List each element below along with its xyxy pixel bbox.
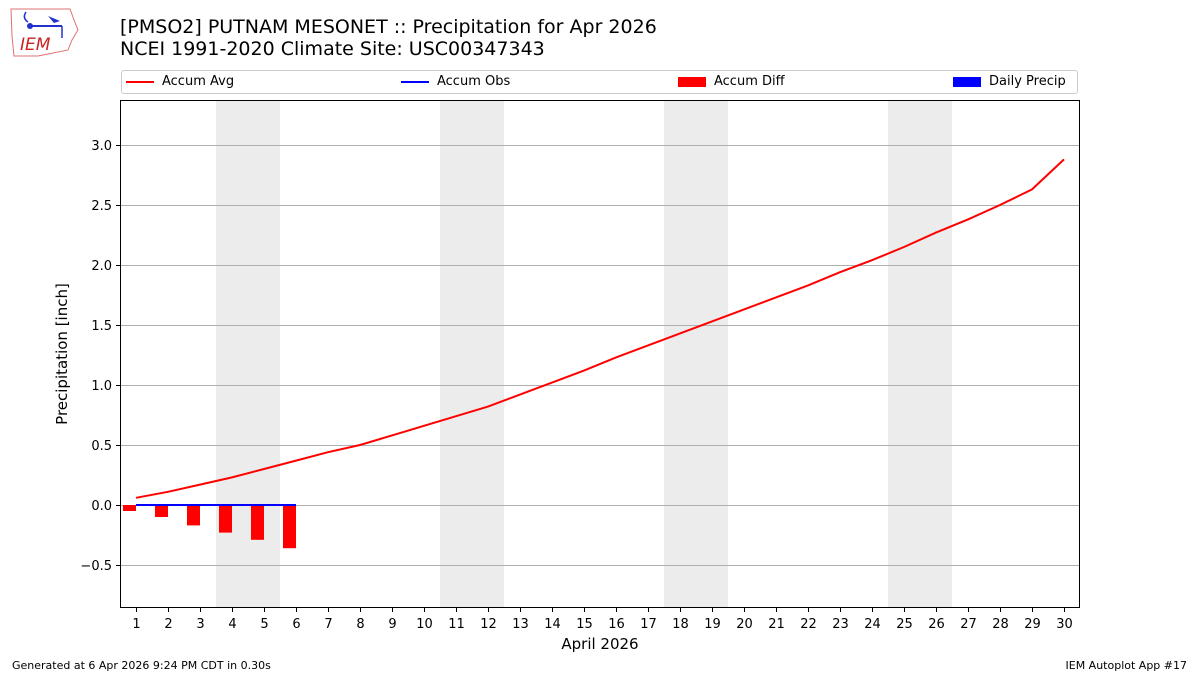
y-tick-label: −0.5 [80, 559, 112, 574]
x-tick-label: 20 [736, 617, 753, 632]
y-tick-label: 1.0 [91, 379, 112, 394]
y-tick-label: 0.5 [91, 439, 112, 454]
accum-diff-bar [155, 505, 168, 517]
x-tick-label: 29 [1024, 617, 1041, 632]
title-line-1: [PMSO2] PUTNAM MESONET :: Precipitation … [120, 16, 657, 38]
weekend-band [440, 100, 504, 608]
x-tick-label: 16 [608, 617, 625, 632]
y-tick-label: 1.5 [91, 319, 112, 334]
legend-item-accum-obs: Accum Obs [401, 74, 510, 89]
y-tick-label: 3.0 [91, 139, 112, 154]
x-tick-label: 21 [768, 617, 785, 632]
plot-frame [120, 100, 1080, 608]
svg-text:IEM: IEM [20, 35, 51, 55]
y-axis-label: Precipitation [inch] [53, 283, 71, 425]
weekend-shading [216, 100, 952, 608]
x-tick-label: 23 [832, 617, 849, 632]
x-tick-label: 8 [356, 617, 364, 632]
x-tick-label: 5 [260, 617, 268, 632]
red-patch-swatch-icon [678, 76, 706, 87]
y-axis-ticks: −0.5 0.0 0.5 1.0 1.5 2.0 2.5 3.0 [80, 139, 120, 574]
x-tick-label: 2 [164, 617, 172, 632]
x-tick-label: 3 [196, 617, 204, 632]
x-axis-label: April 2026 [561, 635, 638, 653]
accum-diff-bar [187, 505, 200, 526]
x-tick-label: 28 [992, 617, 1009, 632]
x-tick-label: 6 [292, 617, 300, 632]
x-tick-label: 24 [864, 617, 881, 632]
x-tick-label: 14 [544, 617, 561, 632]
legend-item-accum-avg: Accum Avg [126, 74, 234, 89]
gridlines [120, 145, 1080, 566]
legend: Accum Avg Accum Obs Accum Diff Daily Pre… [121, 70, 1078, 94]
x-tick-label: 13 [512, 617, 529, 632]
legend-item-daily-precip: Daily Precip [953, 74, 1066, 89]
x-tick-label: 4 [228, 617, 236, 632]
blue-line-swatch-icon [401, 80, 429, 83]
app-credit: IEM Autoplot App #17 [1065, 659, 1188, 672]
x-tick-label: 18 [672, 617, 689, 632]
red-line-swatch-icon [126, 80, 154, 83]
weekend-band [664, 100, 728, 608]
x-tick-label: 26 [928, 617, 945, 632]
x-tick-label: 22 [800, 617, 817, 632]
generated-timestamp: Generated at 6 Apr 2026 9:24 PM CDT in 0… [12, 659, 271, 672]
x-tick-label: 11 [448, 617, 465, 632]
x-tick-label: 19 [704, 617, 721, 632]
x-tick-label: 1 [132, 617, 140, 632]
legend-item-accum-diff: Accum Diff [678, 74, 785, 89]
weekend-band [216, 100, 280, 608]
x-tick-label: 17 [640, 617, 657, 632]
blue-patch-swatch-icon [953, 76, 981, 87]
x-tick-label: 30 [1056, 617, 1073, 632]
x-tick-label: 15 [576, 617, 593, 632]
x-tick-label: 27 [960, 617, 977, 632]
accum-diff-bar [219, 505, 232, 533]
x-tick-label: 25 [896, 617, 913, 632]
accum-diff-bar [123, 505, 136, 511]
accum-avg-line [135, 158, 1065, 499]
accum-diff-bar [251, 505, 264, 540]
title-line-2: NCEI 1991-2020 Climate Site: USC00347343 [120, 38, 545, 60]
y-tick-label: 2.5 [91, 199, 112, 214]
chart-title: [PMSO2] PUTNAM MESONET :: Precipitation … [120, 16, 657, 60]
y-tick-label: 0.0 [91, 499, 112, 514]
weekend-band [888, 100, 952, 608]
x-tick-label: 12 [480, 617, 497, 632]
x-axis-ticks: 1 2 3 4 5 6 7 8 9 10 11 12 13 14 15 16 17 18 19 20 21 22 23 24 2… [132, 608, 1073, 632]
y-tick-label: 2.0 [91, 259, 112, 274]
x-tick-label: 7 [324, 617, 332, 632]
x-tick-label: 10 [416, 617, 433, 632]
accum-diff-bars [123, 505, 296, 549]
x-tick-label: 9 [388, 617, 396, 632]
accum-diff-bar [283, 505, 296, 549]
iem-logo: IEM [8, 6, 80, 58]
